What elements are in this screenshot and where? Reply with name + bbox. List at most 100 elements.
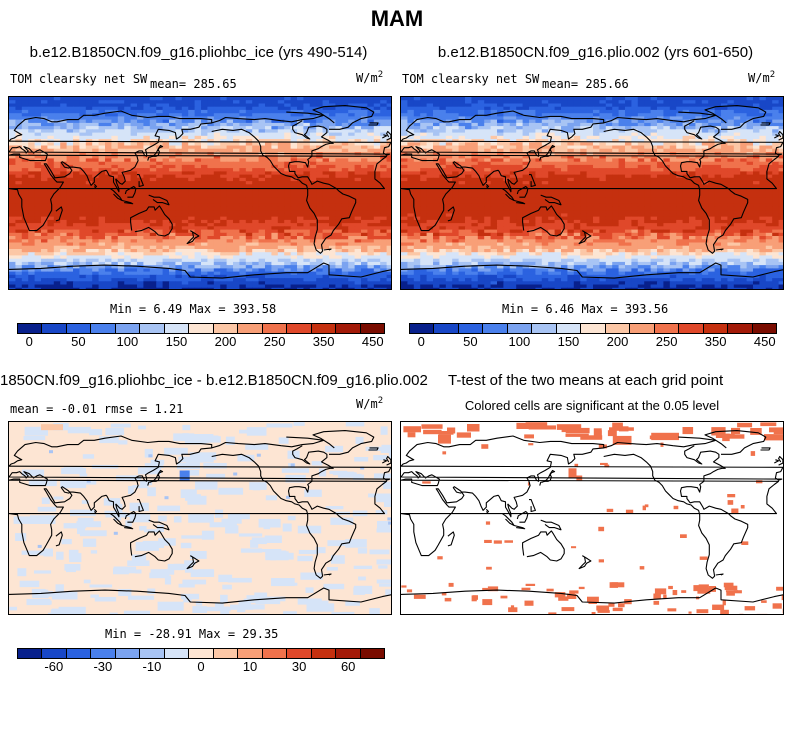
grid-cell	[676, 135, 684, 140]
grid-cell	[689, 164, 696, 169]
grid-cell	[297, 271, 304, 276]
grid-cell	[213, 174, 221, 179]
grid-cell	[297, 184, 304, 189]
grid-cell	[522, 158, 530, 163]
grid-cell	[361, 268, 368, 273]
grid-cell	[15, 252, 23, 256]
grid-cell	[162, 255, 170, 260]
grid-cell	[303, 177, 311, 182]
grid-cell	[34, 216, 42, 221]
grid-cell	[354, 155, 362, 159]
grid-cell	[733, 106, 741, 111]
grid-cell	[497, 148, 504, 153]
grid-cell	[439, 161, 447, 166]
colorbar-tick-label: 100	[116, 334, 139, 349]
grid-cell	[111, 226, 119, 231]
grid-cell	[226, 261, 234, 266]
grid-cell	[156, 261, 164, 266]
grid-cell	[541, 145, 549, 150]
grid-cell	[252, 109, 260, 114]
grid-cell	[605, 103, 613, 108]
grid-cell	[316, 229, 324, 234]
coastline-segment	[323, 248, 332, 251]
grid-cell	[765, 106, 773, 111]
grid-cell	[580, 139, 588, 143]
grid-cell	[181, 249, 189, 253]
grid-cell	[778, 103, 783, 108]
grid-cell	[341, 106, 349, 111]
grid-cell	[407, 103, 415, 108]
grid-cell	[143, 184, 151, 189]
grid-cell	[335, 139, 343, 143]
grid-cell	[316, 129, 324, 134]
grid-cell	[143, 271, 151, 276]
grid-cell	[277, 213, 285, 218]
grid-cell	[169, 268, 176, 273]
grid-cell	[137, 226, 144, 231]
grid-cell	[252, 119, 260, 124]
grid-cell	[98, 109, 106, 114]
grid-cell	[309, 194, 317, 198]
grid-cell	[322, 210, 330, 214]
grid-cell	[548, 97, 556, 101]
grid-cell	[15, 190, 23, 195]
grid-cell	[156, 194, 164, 198]
grid-cell	[34, 155, 42, 159]
grid-cell	[188, 119, 196, 124]
grid-cell	[9, 210, 16, 214]
grid-cell	[15, 242, 23, 247]
grid-cell	[137, 252, 144, 256]
grid-cell	[258, 168, 266, 172]
grid-cell	[53, 223, 61, 227]
grid-cell	[169, 287, 176, 289]
grid-cell	[233, 126, 240, 130]
grid-cell	[239, 265, 247, 269]
grid-cell	[207, 203, 215, 208]
grid-cell	[753, 148, 760, 153]
grid-cell	[53, 245, 61, 250]
grid-cell	[303, 203, 311, 208]
grid-cell	[284, 252, 292, 256]
grid-cell	[60, 177, 68, 182]
grid-cell	[105, 126, 112, 130]
grid-cell	[714, 103, 722, 108]
grid-cell	[213, 164, 221, 169]
grid-cell	[567, 103, 575, 108]
grid-cell	[284, 122, 292, 127]
grid-cell	[156, 242, 164, 247]
grid-cell	[60, 161, 68, 166]
grid-cell	[92, 268, 100, 273]
grid-cell	[413, 132, 421, 137]
grid-cell	[676, 161, 684, 166]
grid-cell	[105, 103, 112, 108]
grid-cell	[201, 287, 208, 289]
grid-cell	[92, 171, 100, 176]
grid-cell	[367, 219, 375, 224]
grid-cell	[79, 194, 87, 198]
grid-cell	[625, 148, 632, 153]
grid-cell	[721, 161, 728, 166]
grid-cell	[561, 97, 568, 101]
grid-cell	[162, 181, 170, 185]
grid-cell	[522, 100, 530, 104]
grid-cell	[386, 168, 391, 172]
grid-cell	[143, 239, 151, 244]
grid-cell	[452, 126, 460, 130]
grid-cell	[373, 187, 381, 192]
grid-cell	[53, 236, 61, 240]
grid-cell	[41, 216, 48, 221]
grid-cell	[34, 161, 42, 166]
grid-cell	[329, 109, 336, 114]
grid-cell	[124, 252, 132, 256]
grid-cell	[143, 126, 151, 130]
grid-cell	[15, 194, 23, 198]
grid-cell	[361, 158, 368, 163]
grid-cell	[367, 132, 375, 137]
grid-cell	[143, 177, 151, 182]
grid-cell	[226, 152, 234, 156]
grid-cell	[258, 232, 266, 237]
grid-cell	[156, 174, 164, 179]
grid-cell	[111, 181, 119, 185]
grid-cell	[111, 210, 119, 214]
grid-cell	[149, 119, 157, 124]
